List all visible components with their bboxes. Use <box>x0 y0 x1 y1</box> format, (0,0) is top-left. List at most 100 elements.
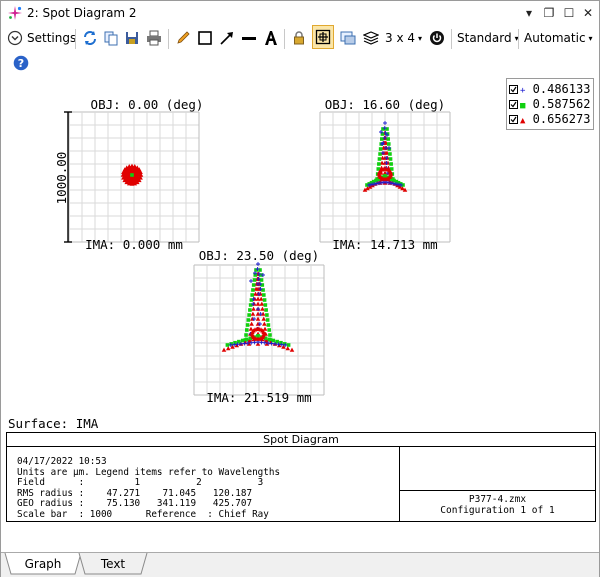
info-right-panel: P377-4.zmx Configuration 1 of 1 <box>400 447 595 521</box>
rectangle-icon <box>197 30 213 46</box>
settings-label: Settings <box>27 31 76 45</box>
copy-button[interactable] <box>102 27 120 49</box>
power-button[interactable] <box>428 27 446 49</box>
automatic-dropdown[interactable]: Automatic ▾ <box>524 27 593 49</box>
standard-dropdown[interactable]: Standard ▾ <box>457 27 519 49</box>
spot-square-marker <box>253 278 257 282</box>
pencil-icon <box>175 30 191 46</box>
tab-text[interactable]: Text <box>85 557 141 571</box>
legend-row-2: ■ 0.587562 <box>509 97 590 112</box>
window-title: 2: Spot Diagram 2 <box>27 6 137 20</box>
spot-square-marker <box>252 283 256 287</box>
spot-square-marker <box>262 293 266 297</box>
settings-button[interactable]: Settings <box>7 27 76 49</box>
spot-plus-marker <box>249 279 253 283</box>
info-text-panel: 04/17/2022 10:53 Units are µm. Legend it… <box>7 447 400 521</box>
restore-button[interactable]: ❐ <box>539 3 559 23</box>
rectangle-button[interactable] <box>196 27 214 49</box>
svg-text:?: ? <box>18 57 24 70</box>
legend-row-1: + 0.486133 <box>509 82 590 97</box>
spot-square-marker <box>130 173 134 177</box>
spot-square-marker <box>287 343 291 347</box>
tab-bar: Graph Text <box>1 552 599 577</box>
save-icon <box>124 30 140 46</box>
window-icon <box>340 30 356 46</box>
obj-label-field-1: OBJ: 0.00 (deg) <box>91 97 204 112</box>
spot-square-marker <box>389 157 393 161</box>
spot-square-marker <box>266 318 270 322</box>
spot-square-marker <box>387 142 391 146</box>
checkbox-icon[interactable] <box>509 85 518 94</box>
pencil-button[interactable] <box>174 27 192 49</box>
spot-triangle-marker <box>260 307 265 311</box>
title-bar: 2: Spot Diagram 2 ▾ ❐ ☐ ✕ <box>1 1 599 25</box>
layers-button[interactable] <box>362 27 380 49</box>
help-icon: ? <box>13 55 29 71</box>
spot-square-marker <box>264 303 268 307</box>
spot-square-marker <box>247 318 251 322</box>
toolbar-divider <box>168 29 169 49</box>
toolbar-divider <box>75 29 76 49</box>
maximize-button[interactable]: ☐ <box>559 3 579 23</box>
refresh-button[interactable] <box>81 27 99 49</box>
layers-icon <box>363 30 379 46</box>
spot-square-marker <box>245 328 249 332</box>
spot-square-marker <box>377 162 381 166</box>
chevron-circle-icon <box>7 30 23 46</box>
copy-icon <box>103 30 119 46</box>
toolbar-divider <box>518 29 519 49</box>
toolbar-divider <box>284 29 285 49</box>
spot-square-marker <box>251 288 255 292</box>
spot-square-marker <box>378 157 382 161</box>
info-header: Spot Diagram <box>7 433 595 447</box>
ima-label-field-1: IMA: 0.000 mm <box>85 237 183 252</box>
arrow-button[interactable] <box>218 27 236 49</box>
info-file-cell: P377-4.zmx Configuration 1 of 1 <box>400 491 595 524</box>
spot-square-marker <box>268 338 272 342</box>
square-marker-icon: ■ <box>520 101 525 111</box>
app-sparkle-icon <box>7 5 23 21</box>
line-button[interactable] <box>240 27 258 49</box>
layout-dropdown[interactable]: 3 x 4 ▾ <box>385 27 422 49</box>
text-button[interactable] <box>262 27 280 49</box>
spot-square-marker <box>386 137 390 141</box>
tab-graph[interactable]: Graph <box>13 557 73 571</box>
legend-value-2: 0.587562 <box>533 97 591 111</box>
close-button[interactable]: ✕ <box>578 3 598 23</box>
spot-square-marker <box>250 293 254 297</box>
window-menu-dropdown-button[interactable]: ▾ <box>519 3 539 23</box>
help-button[interactable]: ? <box>12 52 30 74</box>
spot-triangle-marker <box>251 312 256 316</box>
zoom-fit-button[interactable] <box>312 25 334 49</box>
spot-plus-marker <box>383 121 387 125</box>
save-button[interactable] <box>123 27 141 49</box>
window-button[interactable] <box>339 27 357 49</box>
lock-button[interactable] <box>290 27 308 49</box>
spot-square-marker <box>263 298 267 302</box>
chevron-down-icon: ▾ <box>418 34 422 43</box>
info-blank-cell <box>400 447 595 491</box>
triangle-marker-icon: ▲ <box>520 116 525 126</box>
automatic-label: Automatic <box>524 31 586 45</box>
printer-icon <box>146 30 162 46</box>
spot-square-marker <box>247 313 251 317</box>
print-button[interactable] <box>145 27 163 49</box>
checkbox-icon[interactable] <box>509 115 518 124</box>
spot-triangle-marker <box>262 322 267 326</box>
checkbox-icon[interactable] <box>509 100 518 109</box>
spot-square-marker <box>244 333 248 337</box>
spot-triangle-marker <box>290 348 295 352</box>
spot-square-marker <box>267 323 271 327</box>
spot-square-marker <box>246 323 250 327</box>
crosshair-frame-icon <box>315 29 331 45</box>
toolbar: Settings <box>1 25 599 73</box>
plus-marker-icon: + <box>520 86 525 96</box>
spot-square-marker <box>268 333 272 337</box>
power-circle-icon <box>429 30 445 46</box>
spot-triangle-marker <box>251 307 256 311</box>
spot-square-marker <box>248 308 252 312</box>
layout-label: 3 x 4 <box>385 31 415 45</box>
legend-row-3: ▲ 0.656273 <box>509 112 590 127</box>
file-name: P377-4.zmx <box>400 494 595 505</box>
spot-triangle-marker <box>249 322 254 326</box>
